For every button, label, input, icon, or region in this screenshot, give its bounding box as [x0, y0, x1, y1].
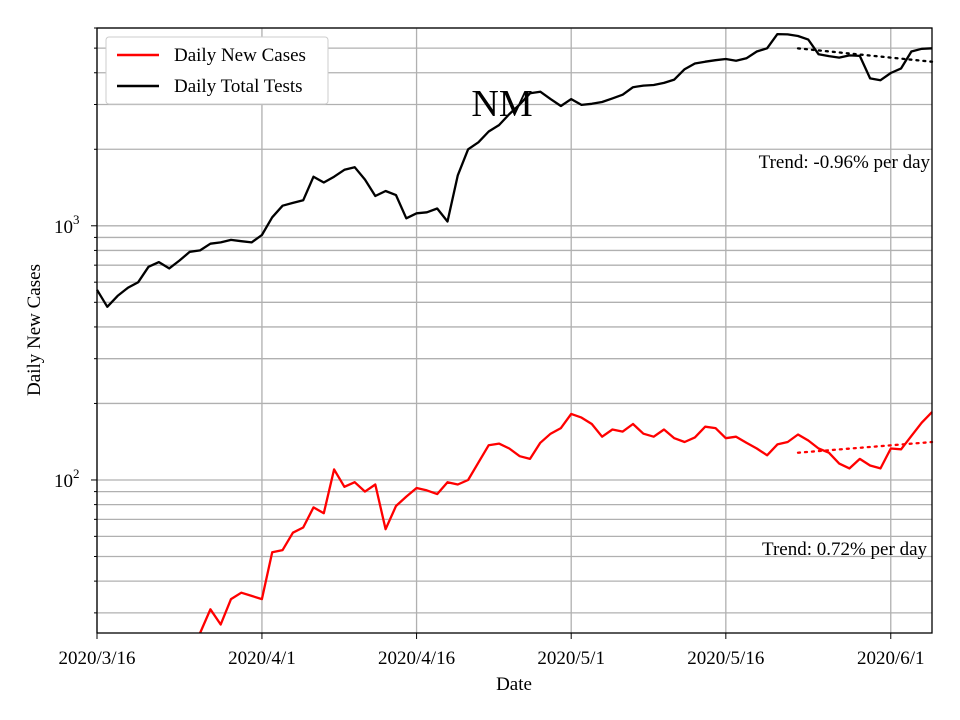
series-line-daily-total-tests [96, 32, 933, 308]
y-axis-label: Daily New Cases [24, 264, 45, 396]
x-tick-label: 2020/3/16 [58, 648, 135, 669]
y-tick-label: 103 [54, 212, 80, 238]
trend-layer [796, 47, 934, 454]
series-layer [96, 32, 933, 634]
x-tick-label: 2020/4/16 [378, 648, 455, 669]
legend-label-tests: Daily Total Tests [174, 76, 303, 97]
trend-label-cases: Trend: 0.72% per day [762, 539, 927, 560]
x-tick-label: 2020/4/1 [228, 648, 296, 669]
trend-line-cases [796, 440, 934, 454]
x-tick-label: 2020/6/1 [857, 648, 925, 669]
y-tick-label: 102 [54, 466, 80, 492]
axis-ticks: 2020/3/16 2020/4/1 2020/4/16 2020/5/1 2020/5… [54, 27, 925, 669]
plot-frame [96, 27, 933, 634]
x-tick-label: 2020/5/16 [687, 648, 764, 669]
chart-title: NM [471, 83, 532, 125]
trend-label-tests: Trend: -0.96% per day [759, 152, 931, 173]
x-tick-label: 2020/5/1 [537, 648, 605, 669]
legend-label-cases: Daily New Cases [174, 45, 306, 66]
legend: Daily New Cases Daily Total Tests [105, 36, 329, 105]
x-axis-label: Date [496, 674, 532, 695]
legend-box [105, 36, 329, 105]
series-line-daily-new-cases [199, 411, 933, 634]
trend-line-tests [796, 47, 934, 63]
